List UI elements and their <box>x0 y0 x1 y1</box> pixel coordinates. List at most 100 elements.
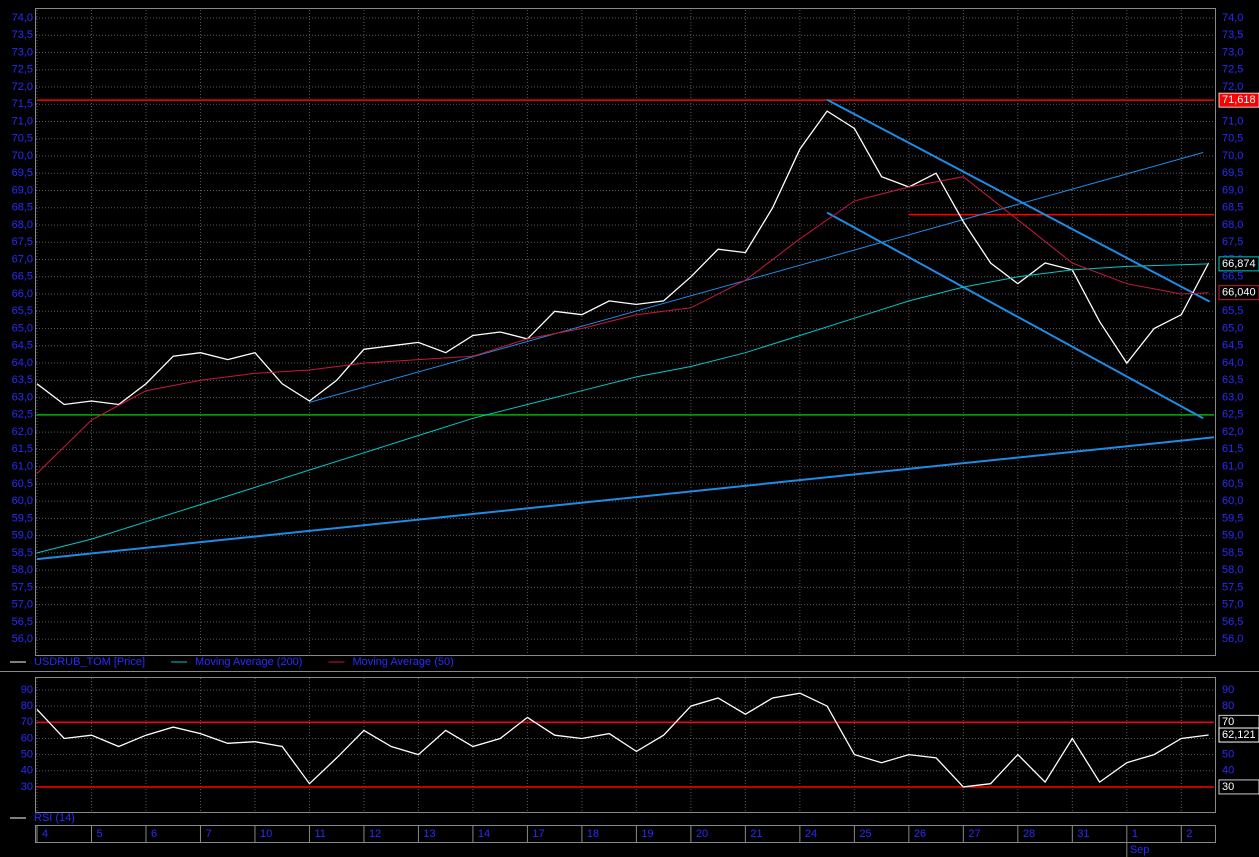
y-tick-label-right: 69,0 <box>1222 184 1243 196</box>
x-tick-label: 21 <box>750 828 762 840</box>
month-label: Sep <box>1130 844 1150 856</box>
x-tick-label: 12 <box>369 828 381 840</box>
y-tick-label-right: 66,5 <box>1222 271 1243 283</box>
y-tick-label-left: 70,5 <box>12 133 33 145</box>
y-tick-label-left: 62,0 <box>12 426 33 438</box>
y-tick-label-left: 68,0 <box>12 219 33 231</box>
trendline <box>309 152 1204 403</box>
y-tick-label-left: 73,0 <box>12 46 33 58</box>
y-tick-label-left: 71,5 <box>12 98 33 110</box>
y-tick-label-left: 72,5 <box>12 64 33 76</box>
y-tick-label-right: 67,5 <box>1222 236 1243 248</box>
y-tick-label-left: 63,0 <box>12 391 33 403</box>
series-line <box>36 176 1209 474</box>
y-tick-label-left: 68,5 <box>12 202 33 214</box>
y-tick-label-right: 68,5 <box>1222 202 1243 214</box>
y-tick-label-left: 61,0 <box>12 461 33 473</box>
last-value-label: 66,040 <box>1222 287 1256 299</box>
y-tick-label-left: 63,5 <box>12 374 33 386</box>
x-tick-label: 31 <box>1077 828 1089 840</box>
y-tick-label-left: 60 <box>21 732 33 744</box>
last-value-box <box>1218 727 1259 743</box>
y-tick-label-right: 63,5 <box>1222 374 1243 386</box>
y-tick-label-right: 57,5 <box>1222 581 1243 593</box>
y-tick-label-left: 61,5 <box>12 443 33 455</box>
last-value-box <box>1218 285 1259 301</box>
y-tick-label-right: 64,5 <box>1222 340 1243 352</box>
y-tick-label-left: 90 <box>21 684 33 696</box>
y-tick-label-left: 58,5 <box>12 547 33 559</box>
y-tick-label-right: 56,5 <box>1222 616 1243 628</box>
y-tick-label-right: 61,5 <box>1222 443 1243 455</box>
y-tick-label-left: 57,5 <box>12 581 33 593</box>
level-label-box <box>1218 779 1259 795</box>
rsi-panel-frame <box>35 677 1216 813</box>
y-tick-label-right: 72,0 <box>1222 81 1243 93</box>
y-tick-label-left: 30 <box>21 781 33 793</box>
y-tick-label-left: 66,5 <box>12 271 33 283</box>
y-tick-label-right: 62,5 <box>1222 409 1243 421</box>
x-tick-label: 18 <box>587 828 599 840</box>
y-tick-label-left: 65,5 <box>12 305 33 317</box>
x-tick-label: 7 <box>205 828 211 840</box>
trendline <box>826 211 1204 420</box>
x-tick-label: 10 <box>260 828 272 840</box>
x-tick-label: 25 <box>859 828 871 840</box>
y-tick-label-left: 70 <box>21 716 33 728</box>
x-tick-label: 1 <box>1132 828 1138 840</box>
y-tick-label-left: 70,0 <box>12 150 33 162</box>
y-tick-label-left: 67,5 <box>12 236 33 248</box>
y-tick-label-left: 57,0 <box>12 599 33 611</box>
y-tick-label-right: 65,5 <box>1222 305 1243 317</box>
series-line <box>36 110 1210 406</box>
y-tick-label-left: 80 <box>21 700 33 712</box>
x-tick-label: 4 <box>42 828 48 840</box>
x-tick-label: 24 <box>805 828 817 840</box>
x-tick-label: 2 <box>1186 828 1192 840</box>
x-tick-label: 13 <box>423 828 435 840</box>
y-tick-label-left: 71,0 <box>12 115 33 127</box>
x-tick-label: 17 <box>532 828 544 840</box>
y-tick-label-right: 73,5 <box>1222 29 1243 41</box>
legend-label: Moving Average (50) <box>352 656 453 668</box>
y-tick-label-right: 60,0 <box>1222 495 1243 507</box>
y-tick-label-right: 59,0 <box>1222 530 1243 542</box>
y-tick-label-right: 58,5 <box>1222 547 1243 559</box>
x-tick-label: 27 <box>968 828 980 840</box>
y-tick-label-left: 73,5 <box>12 29 33 41</box>
y-tick-label-left: 56,0 <box>12 633 33 645</box>
y-tick-label-right: 69,5 <box>1222 167 1243 179</box>
y-tick-label-right: 57,0 <box>1222 599 1243 611</box>
x-tick-label: 11 <box>314 828 325 840</box>
y-tick-label-left: 56,5 <box>12 616 33 628</box>
y-tick-label-left: 60,5 <box>12 478 33 490</box>
level-label-box <box>1218 92 1259 108</box>
x-tick-label: 20 <box>696 828 708 840</box>
y-tick-label-right: 74,0 <box>1222 12 1243 24</box>
level-label: 30 <box>1222 781 1234 793</box>
y-tick-label-right: 56,0 <box>1222 633 1243 645</box>
y-tick-label-right: 50 <box>1222 749 1234 761</box>
x-tick-label: 5 <box>96 828 102 840</box>
y-tick-label-left: 62,5 <box>12 409 33 421</box>
y-tick-label-right: 60,5 <box>1222 478 1243 490</box>
trendline <box>826 98 1211 303</box>
y-tick-label-right: 64,0 <box>1222 357 1243 369</box>
y-tick-label-right: 70,0 <box>1222 150 1243 162</box>
y-tick-label-right: 65,0 <box>1222 322 1243 334</box>
y-tick-label-right: 71,0 <box>1222 115 1243 127</box>
x-axis-strip <box>35 825 1216 843</box>
y-tick-label-left: 40 <box>21 765 33 777</box>
y-tick-label-left: 69,5 <box>12 167 33 179</box>
y-tick-label-right: 61,0 <box>1222 461 1243 473</box>
y-tick-label-left: 59,0 <box>12 530 33 542</box>
trendline <box>36 436 1215 561</box>
last-value-box <box>1218 256 1259 272</box>
y-tick-label-right: 59,5 <box>1222 512 1243 524</box>
y-tick-label-left: 69,0 <box>12 184 33 196</box>
y-tick-label-right: 73,0 <box>1222 46 1243 58</box>
y-tick-label-right: 70,5 <box>1222 133 1243 145</box>
y-tick-label-left: 50 <box>21 749 33 761</box>
